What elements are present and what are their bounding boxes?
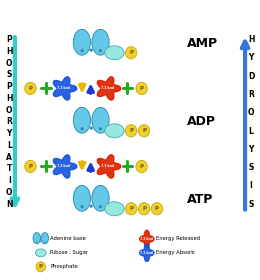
Circle shape — [81, 127, 84, 130]
Text: 7.3 kcal: 7.3 kcal — [57, 87, 71, 90]
Circle shape — [81, 49, 84, 52]
Text: P: P — [142, 128, 146, 133]
Text: T: T — [6, 164, 12, 173]
Text: P: P — [129, 128, 133, 133]
Circle shape — [40, 241, 41, 242]
Text: Adenine base: Adenine base — [50, 236, 86, 241]
Circle shape — [81, 205, 84, 208]
Text: Energy Released: Energy Released — [156, 236, 200, 241]
Circle shape — [36, 262, 45, 272]
Ellipse shape — [92, 107, 109, 133]
Text: Y: Y — [248, 53, 254, 62]
Text: 7.3 kcal: 7.3 kcal — [140, 251, 153, 255]
Text: Y: Y — [6, 129, 12, 138]
Text: S: S — [248, 163, 254, 172]
Circle shape — [138, 125, 150, 137]
Circle shape — [25, 82, 36, 95]
Text: P: P — [129, 50, 133, 55]
Text: A: A — [6, 153, 12, 162]
Circle shape — [125, 125, 137, 137]
Circle shape — [138, 203, 150, 215]
Text: S: S — [6, 71, 12, 80]
Text: P: P — [28, 164, 32, 169]
Ellipse shape — [105, 124, 124, 138]
Circle shape — [125, 47, 137, 59]
Text: AMP: AMP — [187, 37, 218, 50]
Text: I: I — [250, 181, 252, 190]
Text: 7.3 kcal: 7.3 kcal — [140, 237, 153, 241]
Polygon shape — [97, 155, 121, 178]
Ellipse shape — [33, 233, 41, 244]
Polygon shape — [97, 77, 121, 100]
Text: ADP: ADP — [187, 115, 216, 129]
Text: Y: Y — [248, 145, 254, 154]
Polygon shape — [53, 77, 77, 100]
Circle shape — [136, 160, 147, 172]
Circle shape — [125, 203, 137, 215]
Text: P: P — [142, 206, 146, 211]
Ellipse shape — [105, 46, 124, 60]
Text: H: H — [6, 47, 12, 56]
Text: O: O — [248, 108, 254, 117]
Text: 7.3 kcal: 7.3 kcal — [57, 164, 71, 169]
Circle shape — [99, 49, 102, 52]
Text: P: P — [39, 264, 43, 269]
Text: P: P — [6, 35, 12, 44]
Text: O: O — [6, 59, 12, 68]
Ellipse shape — [41, 233, 49, 244]
Text: H: H — [248, 35, 254, 44]
Circle shape — [25, 160, 36, 172]
Text: R: R — [248, 90, 254, 99]
Text: Energy Absorb: Energy Absorb — [156, 250, 195, 255]
Text: 7.3 kcal: 7.3 kcal — [101, 164, 115, 169]
Circle shape — [90, 48, 93, 52]
Ellipse shape — [35, 249, 46, 257]
Circle shape — [90, 204, 93, 208]
Circle shape — [136, 82, 147, 95]
Text: P: P — [28, 86, 32, 91]
Text: N: N — [6, 200, 12, 209]
Text: L: L — [249, 127, 254, 136]
Text: ATP: ATP — [187, 193, 213, 206]
Text: O: O — [6, 106, 12, 115]
Text: O: O — [6, 188, 12, 197]
Polygon shape — [140, 230, 154, 248]
Text: P: P — [140, 86, 144, 91]
Text: P: P — [155, 206, 159, 211]
Circle shape — [90, 127, 93, 130]
Text: Phosphate: Phosphate — [50, 264, 78, 269]
Circle shape — [99, 205, 102, 208]
Ellipse shape — [73, 185, 90, 211]
Text: S: S — [248, 200, 254, 209]
Text: R: R — [6, 117, 12, 126]
Text: D: D — [248, 72, 254, 81]
Text: P: P — [129, 206, 133, 211]
Text: P: P — [6, 82, 12, 91]
Circle shape — [36, 241, 37, 242]
Text: L: L — [7, 141, 12, 150]
Ellipse shape — [105, 202, 124, 216]
Ellipse shape — [92, 29, 109, 55]
Text: P: P — [140, 164, 144, 169]
Polygon shape — [53, 155, 77, 178]
Text: Ribose , Sugar: Ribose , Sugar — [50, 250, 88, 255]
Circle shape — [99, 127, 102, 130]
Text: 7.3 kcal: 7.3 kcal — [101, 87, 115, 90]
Text: H: H — [6, 94, 12, 103]
Circle shape — [151, 203, 163, 215]
Ellipse shape — [73, 107, 90, 133]
Text: I: I — [8, 176, 11, 185]
Ellipse shape — [73, 29, 90, 55]
Polygon shape — [140, 244, 154, 262]
Ellipse shape — [92, 185, 109, 211]
Circle shape — [44, 241, 45, 242]
